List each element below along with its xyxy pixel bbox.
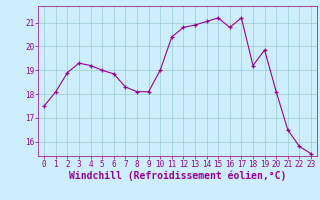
X-axis label: Windchill (Refroidissement éolien,°C): Windchill (Refroidissement éolien,°C) <box>69 171 286 181</box>
